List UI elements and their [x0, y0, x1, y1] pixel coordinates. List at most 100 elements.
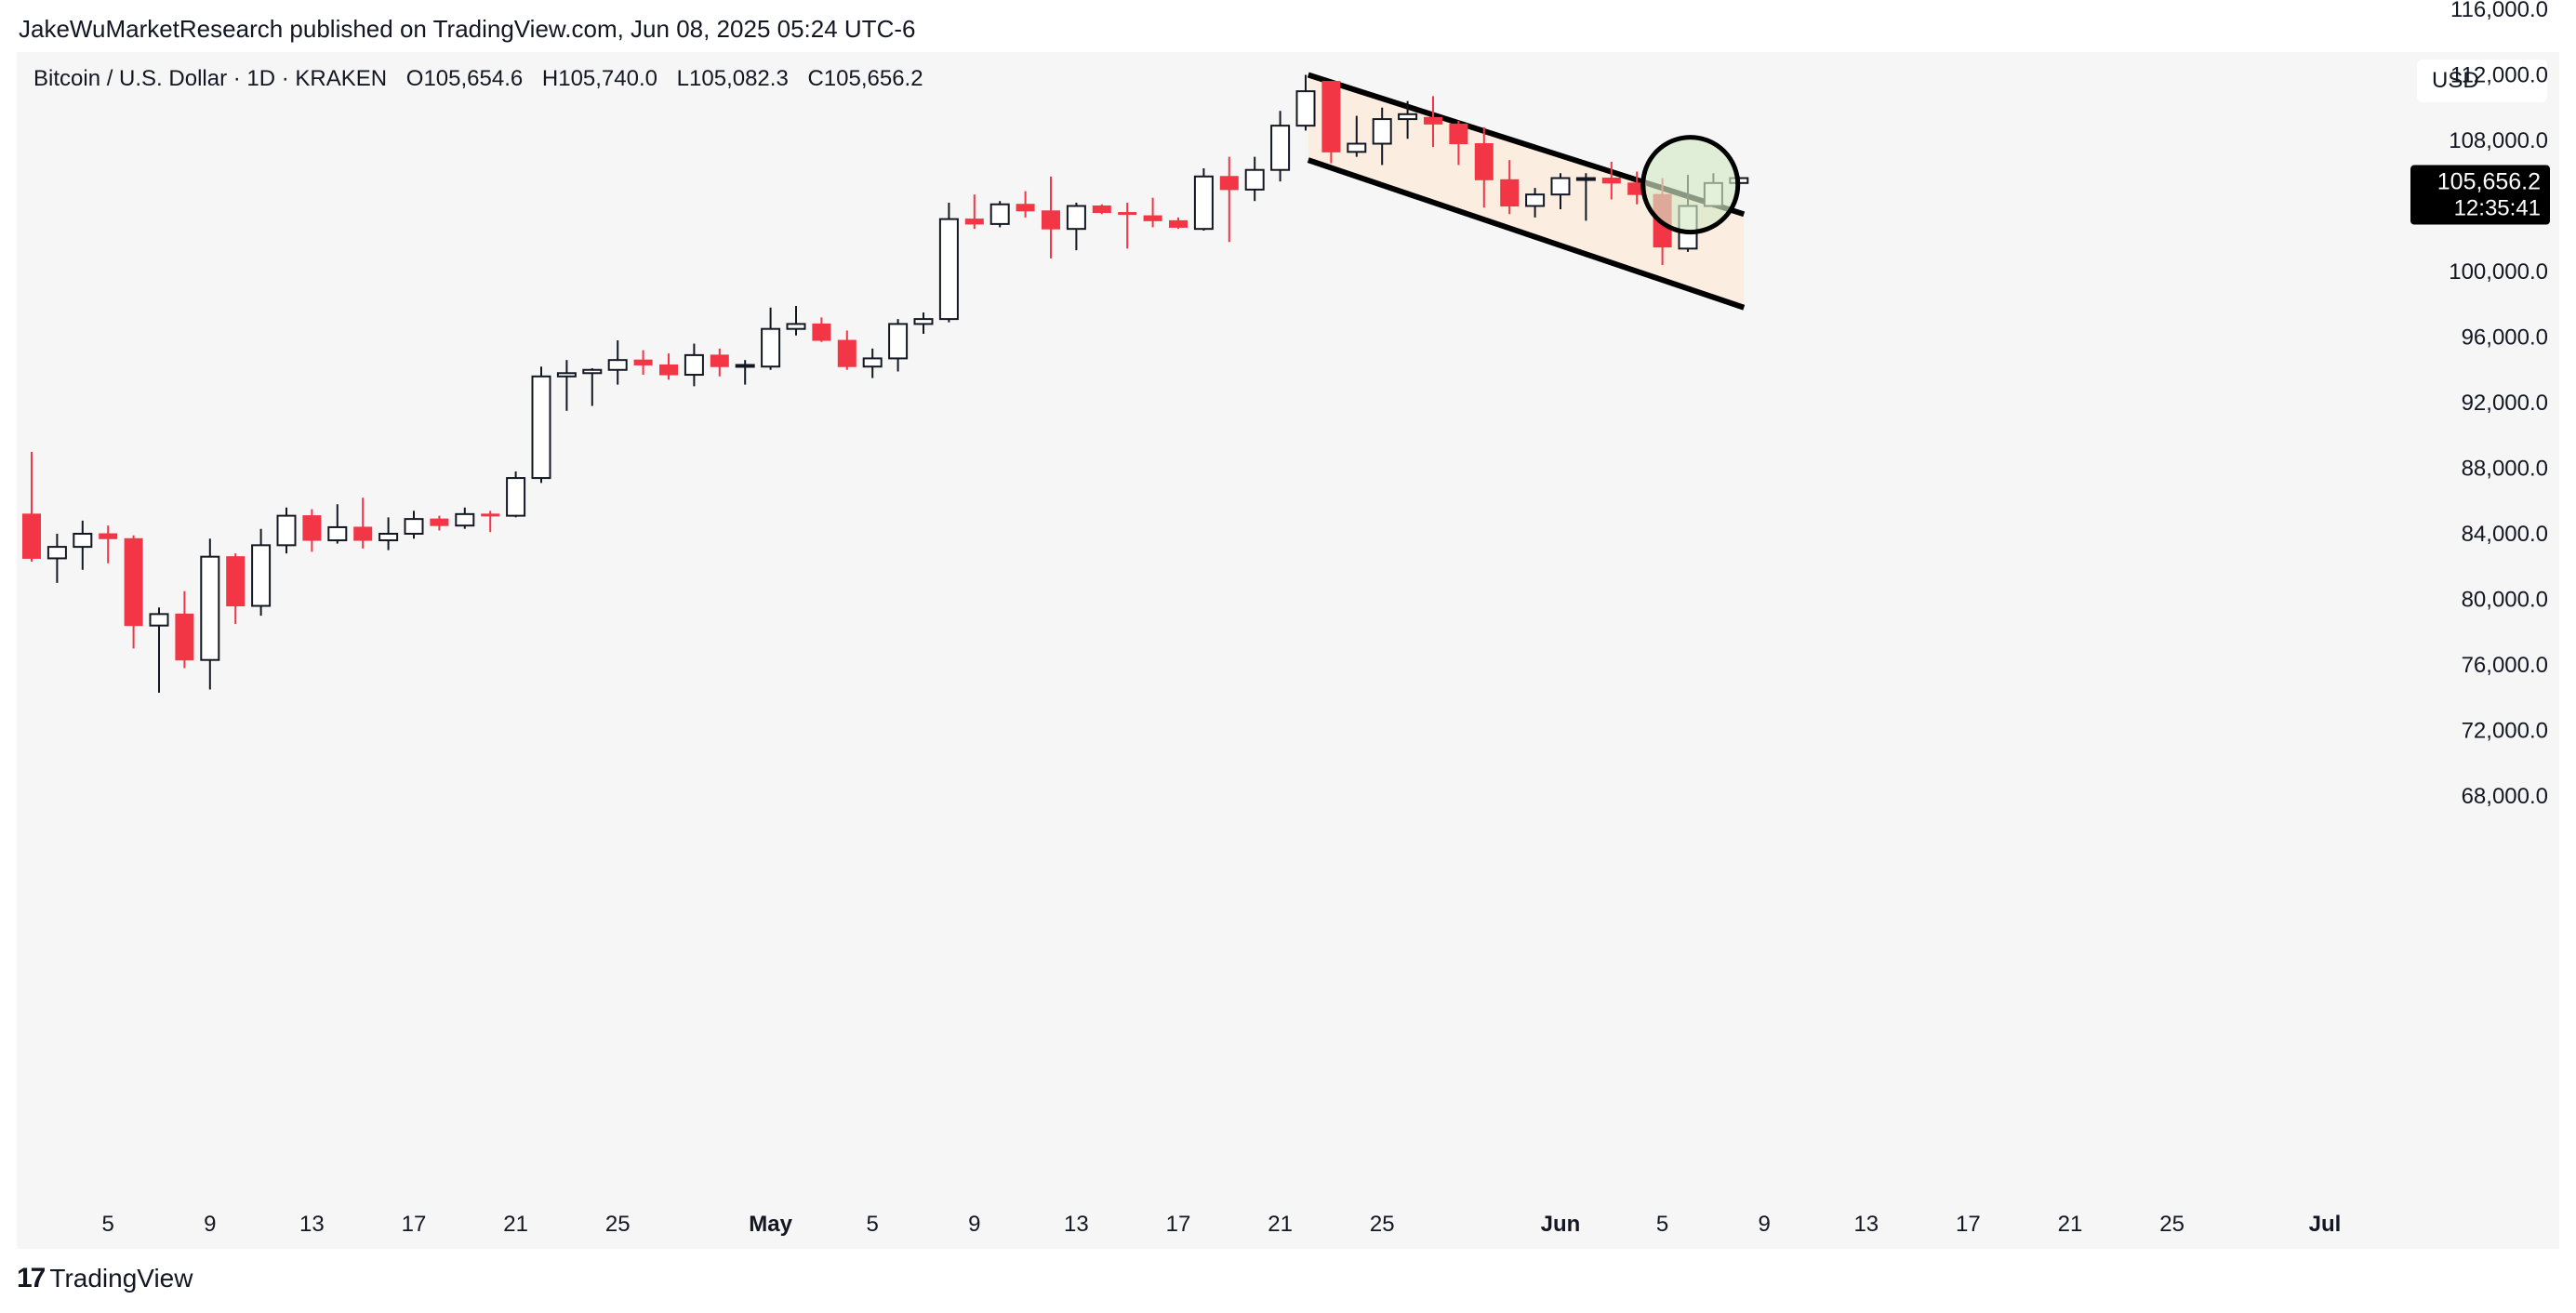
channel-lower-line [1307, 157, 1746, 311]
candle-body [46, 546, 67, 560]
ohlc-high: H105,740.0 [541, 66, 657, 91]
price-badge-value: 105,656.2 [2437, 169, 2541, 195]
candle-body [1270, 125, 1291, 171]
y-axis-label: 100,000.0 [2449, 259, 2548, 285]
tradingview-brand[interactable]: 17 TradingView [17, 1263, 193, 1294]
x-axis-label: Jul [2309, 1212, 2342, 1237]
ohlc-open: O105,654.6 [405, 66, 524, 91]
x-axis-label: 9 [1759, 1212, 1771, 1237]
channel-fill [1308, 74, 1745, 308]
x-axis-label: 5 [867, 1212, 879, 1237]
candle-body [1347, 142, 1367, 153]
price-badge [2410, 165, 2550, 225]
candle-body [1244, 168, 1265, 191]
candle-body [1424, 116, 1442, 125]
candle-body [1372, 118, 1392, 145]
candle-body [659, 364, 678, 376]
candle-body [1321, 81, 1341, 153]
candle-body [812, 323, 831, 341]
candle-body [1525, 193, 1546, 207]
candle-body [175, 613, 194, 661]
header-bar: JakeWuMarketResearch published on Tradin… [0, 0, 2576, 52]
candle-body [404, 518, 424, 536]
candle-body [73, 533, 93, 549]
candle-body [353, 526, 373, 541]
candle-body [633, 359, 653, 365]
candle-body [149, 613, 169, 627]
symbol-name[interactable]: Bitcoin / U.S. Dollar · 1D · KRAKEN [33, 66, 388, 91]
y-axis-label: 88,000.0 [2462, 457, 2548, 482]
candle-body [1092, 206, 1111, 214]
candle-body [913, 318, 934, 325]
x-axis-label: 9 [204, 1212, 216, 1237]
candle-body [1449, 123, 1468, 145]
x-axis-label: 21 [2058, 1212, 2083, 1237]
candle-body [556, 372, 577, 378]
y-axis-label: 116,000.0 [2450, 0, 2548, 22]
x-axis-label: 13 [299, 1212, 325, 1237]
y-axis-label: 92,000.0 [2462, 391, 2548, 416]
candle-body [1016, 204, 1035, 212]
y-axis-label: 84,000.0 [2462, 522, 2548, 547]
brand-label: TradingView [49, 1264, 193, 1293]
candle-body [862, 357, 883, 368]
candle-body [684, 353, 704, 377]
y-axis-label: 76,000.0 [2462, 653, 2548, 678]
highlight-circle [1640, 135, 1741, 235]
candle-body [327, 525, 348, 542]
y-axis-label: 96,000.0 [2462, 325, 2548, 351]
candle-body [1575, 177, 1596, 181]
candle-body [1193, 175, 1214, 231]
candle-body [226, 556, 246, 607]
candle-body [1550, 177, 1571, 196]
candle-body [710, 354, 729, 367]
chart-panel[interactable] [17, 52, 2559, 1249]
candle-body [607, 359, 628, 371]
candle-body [455, 512, 475, 527]
candle-body [1295, 90, 1316, 127]
candle-body [124, 537, 143, 627]
candle-body [1500, 179, 1520, 207]
x-axis-label: 25 [2159, 1212, 2184, 1237]
candle-body [1398, 113, 1418, 121]
candle-body [1042, 210, 1060, 230]
x-axis-label: 17 [1956, 1212, 1981, 1237]
x-axis-label: 17 [402, 1212, 427, 1237]
x-axis-label: 17 [1166, 1212, 1191, 1237]
candle-body [276, 514, 297, 547]
candle-body [506, 477, 526, 517]
candle-body [251, 544, 272, 607]
candle-body [99, 533, 118, 539]
y-axis-label: 80,000.0 [2462, 588, 2548, 613]
candle-body [302, 515, 322, 541]
currency-button[interactable]: USD [2417, 60, 2547, 102]
x-axis-label: Jun [1541, 1212, 1581, 1237]
candle-body [989, 203, 1010, 225]
y-axis-label: 72,000.0 [2462, 719, 2548, 744]
x-axis-label: 25 [605, 1212, 631, 1237]
candle-body [430, 518, 449, 526]
candle-body [582, 368, 603, 375]
y-axis-label: 112,000.0 [2450, 63, 2548, 88]
ohlc-low: L105,082.3 [676, 66, 789, 91]
y-axis-label: 68,000.0 [2462, 784, 2548, 809]
candle-body [1474, 143, 1494, 180]
x-axis-label: 25 [1370, 1212, 1395, 1237]
candle-body [378, 533, 399, 542]
ohlc-close: C105,656.2 [807, 66, 923, 91]
candle-body [1219, 176, 1239, 191]
candle-body [888, 323, 909, 360]
publisher-caption: JakeWuMarketResearch published on Tradin… [19, 15, 916, 43]
candle-body [1169, 219, 1188, 228]
tradingview-logo-icon: 17 [17, 1263, 46, 1293]
x-axis-label: 21 [1268, 1212, 1293, 1237]
candle-body [837, 339, 856, 367]
candle-body [1601, 178, 1621, 184]
x-axis-label: 13 [1064, 1212, 1089, 1237]
candle-body [735, 364, 755, 368]
candle-body [786, 323, 806, 330]
candle-body [1143, 215, 1162, 221]
candle-body [964, 219, 984, 225]
candle-body [481, 513, 500, 517]
